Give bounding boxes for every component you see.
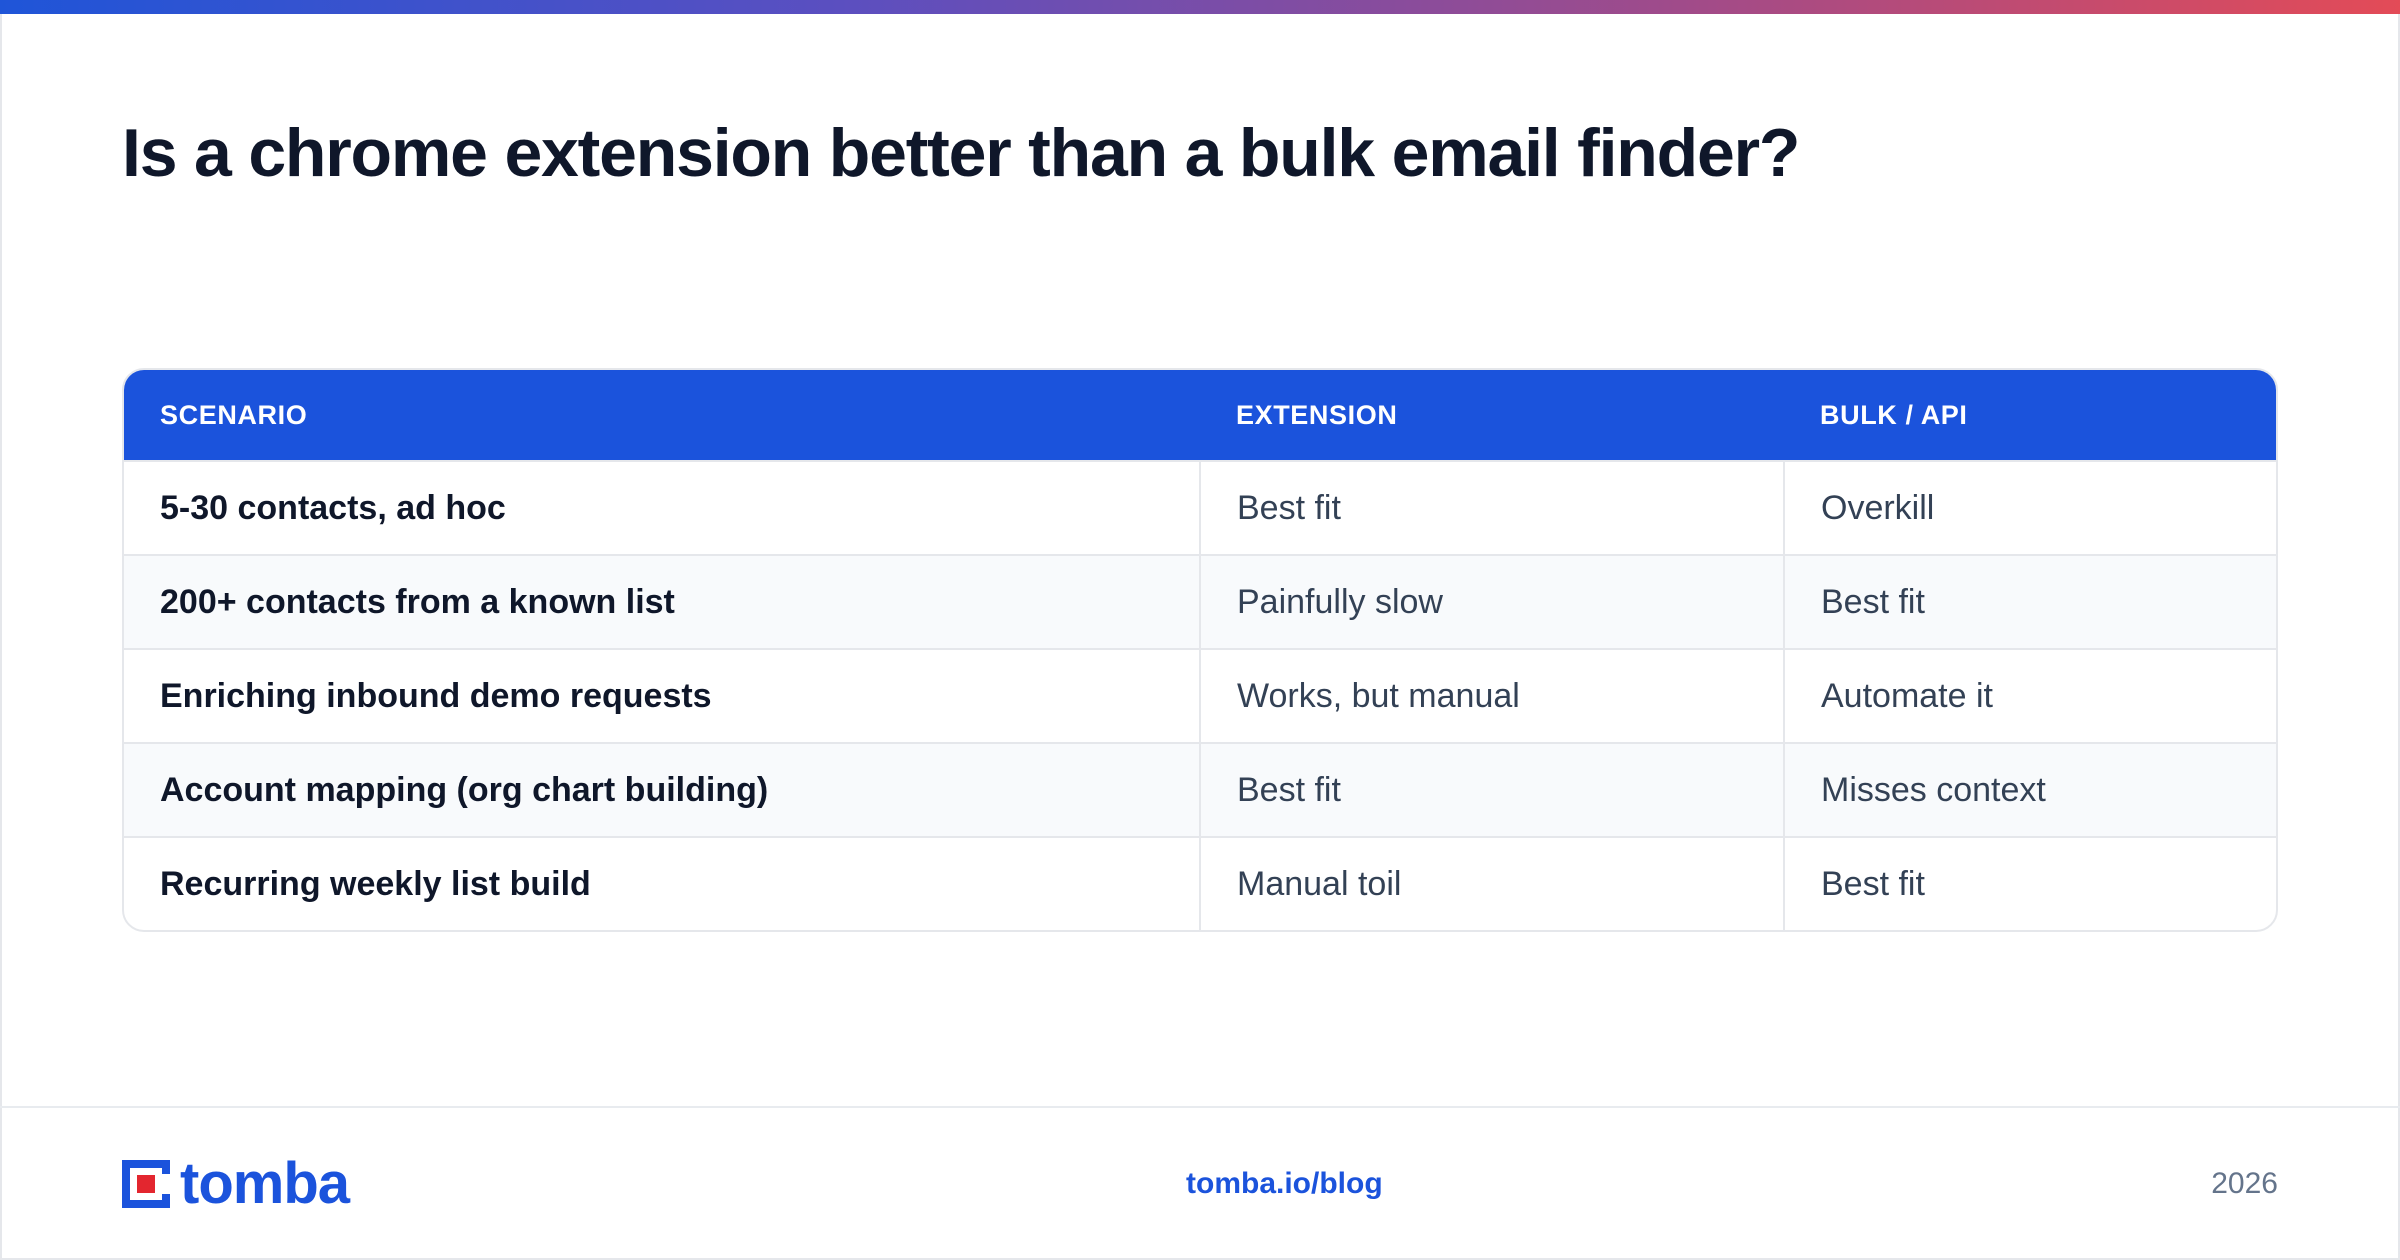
- bulk-cell: Best fit: [1783, 554, 2276, 649]
- scenario-cell: Account mapping (org chart building): [124, 742, 1200, 837]
- table-header-row: SCENARIO EXTENSION BULK / API: [124, 370, 2276, 461]
- top-gradient-bar: [0, 0, 2400, 14]
- bulk-cell: Best fit: [1783, 836, 2276, 930]
- extension-cell: Best fit: [1199, 742, 1784, 837]
- bulk-cell: Automate it: [1783, 648, 2276, 743]
- column-header-scenario: SCENARIO: [124, 370, 1200, 461]
- scenario-cell: 5-30 contacts, ad hoc: [124, 460, 1200, 555]
- extension-cell: Works, but manual: [1199, 648, 1784, 743]
- footer-divider: [0, 1106, 2400, 1108]
- extension-cell: Manual toil: [1199, 836, 1784, 930]
- footer-year: 2026: [2211, 1167, 2278, 1200]
- column-header-bulk-api: BULK / API: [1784, 370, 2276, 461]
- table-row: 200+ contacts from a known list Painfull…: [124, 554, 2276, 649]
- table-row: Enriching inbound demo requests Works, b…: [124, 648, 2276, 743]
- table-row: Account mapping (org chart building) Bes…: [124, 742, 2276, 837]
- extension-cell: Best fit: [1199, 460, 1784, 555]
- scenario-cell: 200+ contacts from a known list: [124, 554, 1200, 649]
- table-row: 5-30 contacts, ad hoc Best fit Overkill: [124, 460, 2276, 555]
- tomba-logo: tomba: [122, 1151, 350, 1216]
- extension-cell: Painfully slow: [1199, 554, 1784, 649]
- scenario-cell: Enriching inbound demo requests: [124, 648, 1200, 743]
- logo-wordmark: tomba: [180, 1151, 350, 1216]
- column-header-extension: EXTENSION: [1200, 370, 1784, 461]
- comparison-table: SCENARIO EXTENSION BULK / API 5-30 conta…: [122, 368, 2278, 932]
- page-title: Is a chrome extension better than a bulk…: [122, 115, 1800, 191]
- bulk-cell: Overkill: [1783, 460, 2276, 555]
- tomba-logo-mark-icon: [122, 1160, 171, 1208]
- bulk-cell: Misses context: [1783, 742, 2276, 837]
- scenario-cell: Recurring weekly list build: [124, 836, 1200, 930]
- table-row: Recurring weekly list build Manual toil …: [124, 836, 2276, 930]
- blog-link[interactable]: tomba.io/blog: [1186, 1167, 1383, 1200]
